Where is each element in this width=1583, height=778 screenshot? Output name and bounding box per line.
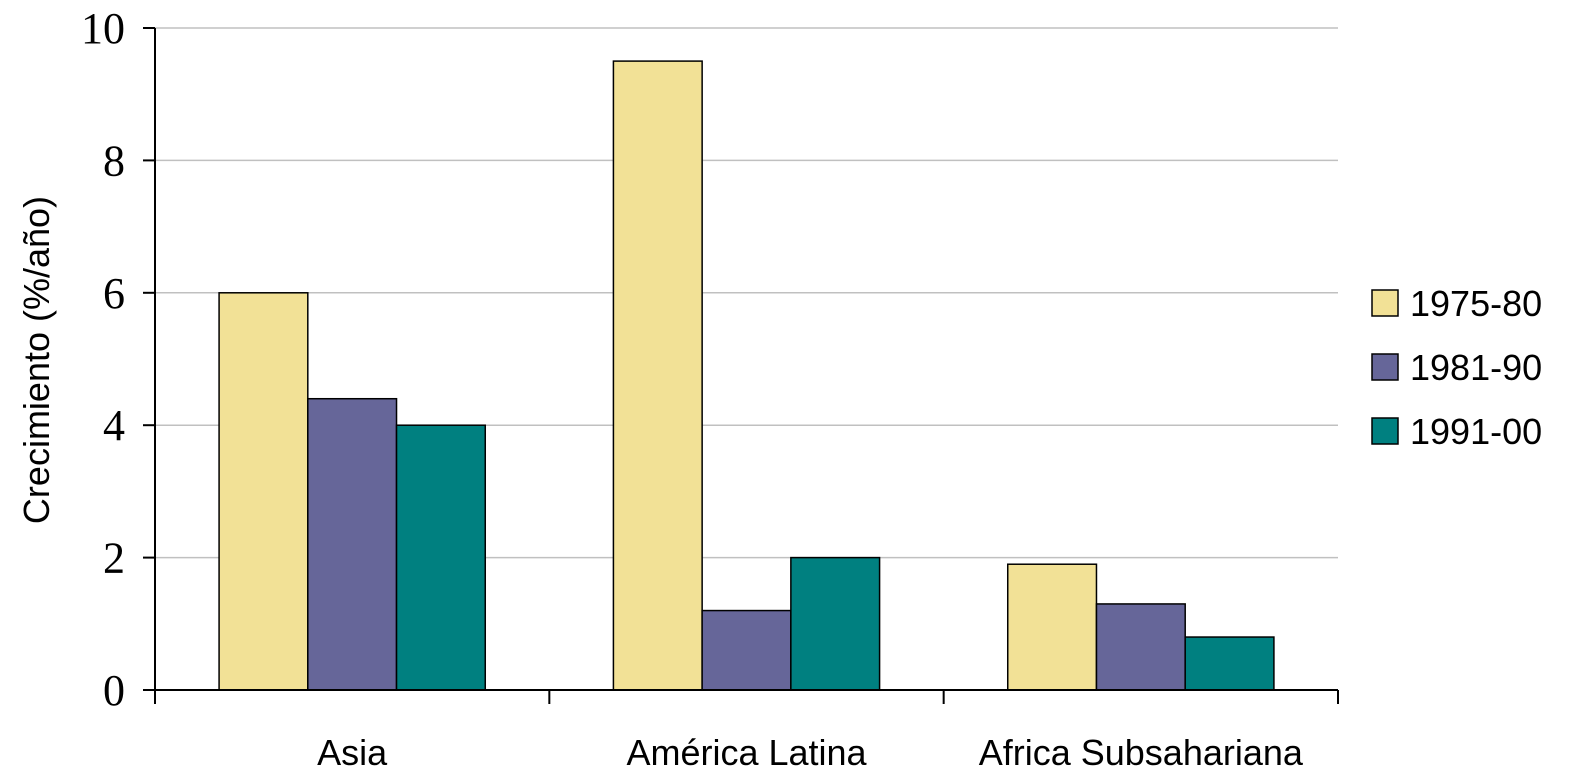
bar: [1006, 563, 1098, 691]
y-tick-label: 6: [103, 269, 125, 318]
x-tick-label: América Latina: [626, 732, 867, 773]
legend-swatch: [1371, 353, 1399, 381]
bar: [790, 556, 881, 691]
bar: [395, 424, 487, 691]
legend-label: 1981-90: [1410, 347, 1542, 388]
legend-label: 1991-00: [1410, 411, 1542, 452]
bars: [218, 60, 1275, 691]
y-tick-label: 8: [103, 136, 125, 185]
y-ticks: 0 2 4 6 8 10: [81, 4, 155, 715]
legend-swatch: [1371, 417, 1399, 445]
x-tick-label: Africa Subsahariana: [979, 732, 1304, 773]
y-tick-label: 10: [81, 4, 125, 53]
bar: [701, 609, 792, 691]
y-tick-label: 2: [103, 534, 125, 583]
y-tick-label: 0: [103, 666, 125, 715]
legend-label: 1975-80: [1410, 283, 1542, 324]
axes: [154, 28, 1338, 691]
legend: 1975-80 1981-90 1991-00: [1371, 283, 1542, 452]
y-axis-label: Crecimiento (%/año): [16, 196, 57, 524]
bar: [218, 292, 309, 691]
y-tick-label: 4: [103, 401, 125, 450]
x-ticks: Asia América Latina Africa Subsahariana: [154, 690, 1339, 773]
bar: [1095, 603, 1186, 691]
bar: [612, 60, 703, 691]
bar: [307, 397, 398, 691]
x-tick-label: Asia: [317, 732, 388, 773]
legend-swatch: [1371, 289, 1399, 317]
bar: [1184, 636, 1275, 691]
